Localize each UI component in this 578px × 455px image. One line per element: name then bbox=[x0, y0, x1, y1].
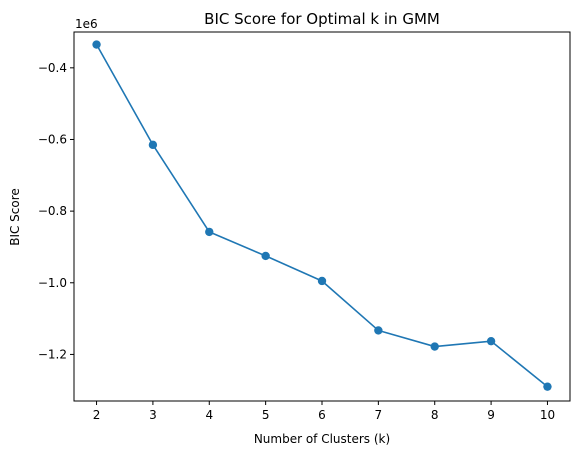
x-tick-label: 2 bbox=[93, 408, 101, 422]
y-tick-label: −0.6 bbox=[38, 132, 67, 146]
plot-area: 2 3 4 5 6 7 8 9 10 −1.2 −1.0 −0.8 −0.6 −0.4 bbox=[38, 31, 571, 422]
x-tick-label: 9 bbox=[487, 408, 495, 422]
data-point bbox=[543, 382, 552, 391]
x-tick-label: 5 bbox=[262, 408, 270, 422]
data-point bbox=[261, 251, 270, 261]
series-line bbox=[95, 44, 548, 388]
y-tick-label: −0.4 bbox=[38, 61, 67, 75]
data-point bbox=[430, 342, 439, 351]
data-point bbox=[92, 40, 101, 49]
x-axis-label: Number of Clusters (k) bbox=[254, 432, 390, 446]
y-tick-label: −0.8 bbox=[38, 204, 67, 218]
data-point bbox=[374, 326, 383, 335]
x-tick-label: 7 bbox=[375, 408, 383, 422]
y-axis-label: BIC Score bbox=[8, 188, 22, 246]
x-tick-label: 8 bbox=[431, 408, 439, 422]
x-tick-label: 6 bbox=[318, 408, 326, 422]
y-tick-label: −1.0 bbox=[38, 276, 67, 290]
data-point bbox=[486, 336, 496, 346]
x-tick-label: 4 bbox=[205, 408, 213, 422]
y-offset-label: 1e6 bbox=[75, 17, 98, 31]
data-point bbox=[148, 140, 158, 150]
x-tick-label: 3 bbox=[149, 408, 157, 422]
y-tick-label: −1.2 bbox=[38, 347, 67, 361]
data-point bbox=[317, 276, 327, 286]
chart-title: BIC Score for Optimal k in GMM bbox=[204, 10, 440, 28]
x-tick-label: 10 bbox=[540, 408, 555, 422]
data-point bbox=[205, 227, 214, 237]
